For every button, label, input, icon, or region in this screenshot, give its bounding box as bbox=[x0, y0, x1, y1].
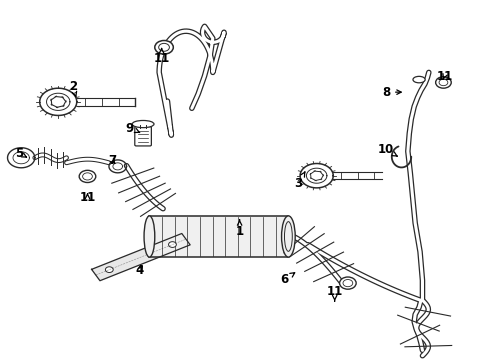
Ellipse shape bbox=[144, 216, 155, 257]
Text: 9: 9 bbox=[125, 122, 140, 135]
Ellipse shape bbox=[412, 76, 424, 83]
Text: 11: 11 bbox=[326, 285, 342, 301]
Ellipse shape bbox=[281, 216, 295, 257]
Text: 7: 7 bbox=[107, 154, 116, 167]
Text: 5: 5 bbox=[15, 147, 26, 159]
Text: 3: 3 bbox=[293, 172, 305, 190]
Circle shape bbox=[79, 170, 96, 183]
Circle shape bbox=[168, 242, 176, 247]
Bar bbox=[149, 216, 288, 257]
Text: 11: 11 bbox=[153, 48, 169, 64]
Circle shape bbox=[339, 277, 355, 289]
Ellipse shape bbox=[132, 121, 154, 128]
Circle shape bbox=[435, 77, 450, 88]
Text: 1: 1 bbox=[235, 220, 243, 238]
FancyBboxPatch shape bbox=[135, 127, 151, 146]
Text: 11: 11 bbox=[435, 69, 451, 82]
Circle shape bbox=[155, 41, 173, 54]
Text: 2: 2 bbox=[69, 80, 77, 96]
Polygon shape bbox=[91, 234, 190, 281]
Text: 10: 10 bbox=[377, 143, 396, 156]
Text: 11: 11 bbox=[79, 191, 96, 204]
Text: 8: 8 bbox=[381, 86, 401, 99]
Text: 6: 6 bbox=[280, 273, 294, 286]
Text: 4: 4 bbox=[135, 264, 143, 277]
Circle shape bbox=[105, 267, 113, 273]
